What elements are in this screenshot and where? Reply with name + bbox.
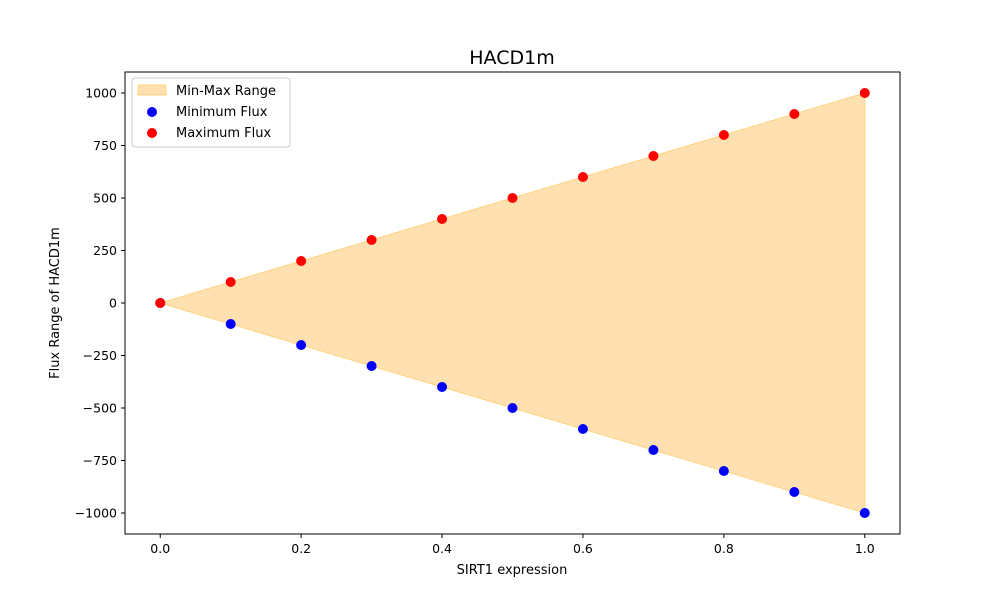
legend-marker-minimum-flux (147, 107, 157, 117)
y-tick-label: 750 (93, 138, 117, 153)
minimum-flux-point (718, 466, 729, 476)
min-max-range-fill (158, 92, 866, 514)
maximum-flux-point (507, 193, 518, 203)
maximum-flux-point (155, 298, 166, 308)
x-tick-label: 1.0 (855, 541, 875, 556)
legend-label-maximum-flux: Maximum Flux (176, 126, 272, 141)
y-tick-label: −250 (83, 348, 117, 363)
chart-title: HACD1m (469, 47, 554, 69)
min-max-range-area (158, 92, 866, 514)
legend: Min-Max Range Minimum Flux Maximum Flux (131, 77, 291, 148)
minimum-flux-point (225, 319, 236, 329)
x-tick-label: 0.0 (150, 541, 170, 556)
minimum-flux-point (577, 424, 588, 434)
maximum-flux-point (437, 214, 448, 224)
minimum-flux-point (859, 508, 870, 518)
x-tick-label: 0.6 (573, 541, 593, 556)
maximum-flux-point (296, 256, 307, 266)
maximum-flux-point (859, 88, 870, 98)
legend-marker-maximum-flux (147, 128, 157, 138)
y-tick-label: −750 (83, 453, 117, 468)
maximum-flux-point (577, 172, 588, 182)
y-tick-label: 1000 (85, 86, 117, 101)
y-tick-label: 250 (93, 243, 117, 258)
maximum-flux-point (225, 277, 236, 287)
x-tick-label: 0.2 (291, 541, 311, 556)
legend-label-min-max-range: Min-Max Range (176, 84, 276, 99)
maximum-flux-point (789, 109, 800, 119)
minimum-flux-point (648, 445, 659, 455)
y-tick-label: −500 (83, 401, 117, 416)
minimum-flux-point (366, 361, 377, 371)
maximum-flux-point (366, 235, 377, 245)
minimum-flux-point (437, 382, 448, 392)
minimum-flux-point (789, 487, 800, 497)
data-points (155, 88, 870, 518)
maximum-flux-point (648, 151, 659, 161)
y-tick-label: 500 (93, 191, 117, 206)
x-tick-label: 0.8 (714, 541, 734, 556)
y-tick-label: −1000 (75, 506, 117, 521)
minimum-flux-point (296, 340, 307, 350)
x-axis-label: SIRT1 expression (457, 563, 568, 578)
x-tick-label: 0.4 (432, 541, 452, 556)
series-maximum-flux (155, 88, 870, 308)
minimum-flux-point (507, 403, 518, 413)
legend-box (131, 77, 291, 148)
legend-label-minimum-flux: Minimum Flux (176, 105, 268, 120)
y-tick-label: 0 (109, 296, 117, 311)
maximum-flux-point (718, 130, 729, 140)
x-axis-ticks: 0.0 0.2 0.4 0.6 0.8 1.0 (150, 534, 875, 556)
y-axis-label: Flux Range of HACD1m (48, 227, 63, 379)
y-axis-ticks: −1000 −750 −500 −250 0 250 500 750 1000 (75, 86, 125, 521)
legend-swatch-min-max-range (137, 84, 167, 96)
